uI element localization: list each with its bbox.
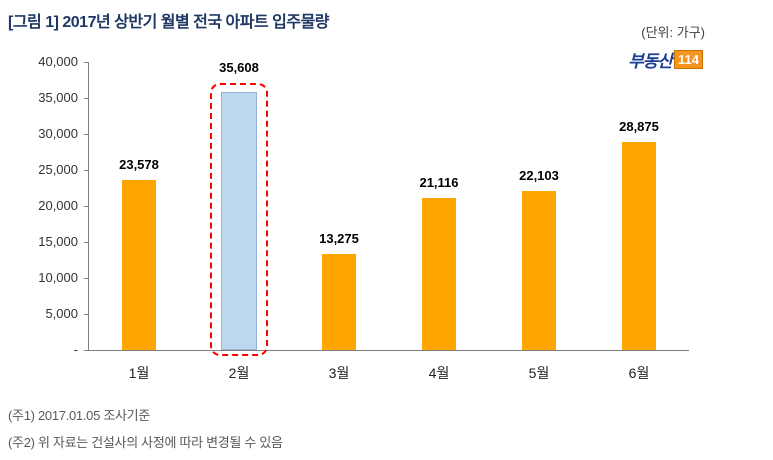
y-axis-label: 35,000 [38, 90, 78, 105]
y-axis-label: 10,000 [38, 270, 78, 285]
bar-value-label: 21,116 [419, 175, 459, 190]
unit-label: (단위: 가구) [641, 25, 705, 40]
y-axis-tick [84, 62, 88, 63]
y-axis-label: 30,000 [38, 126, 78, 141]
y-axis-label: 5,000 [45, 306, 78, 321]
y-axis-tick [84, 170, 88, 171]
y-axis-tick [84, 314, 88, 315]
x-axis-label: 6월 [628, 365, 650, 381]
x-axis-label: 3월 [328, 365, 350, 381]
y-axis-tick [84, 242, 88, 243]
logo-text: 부동산 [628, 52, 673, 71]
bar-value-label: 35,608 [219, 60, 259, 75]
page-title: [그림 1] 2017년 상반기 월별 전국 아파트 입주물량 [8, 14, 330, 31]
y-axis-tick [84, 98, 88, 99]
bar-column: 21,116 4월 [389, 62, 489, 381]
y-axis-label: 20,000 [38, 198, 78, 213]
y-axis-tick [84, 278, 88, 279]
bar-value-label: 13,275 [319, 231, 359, 246]
bar-column: 23,578 1월 [89, 62, 189, 381]
bar-value-label: 23,578 [119, 157, 159, 172]
bar-column: 22,103 5월 [489, 62, 589, 381]
y-axis-label: 25,000 [38, 162, 78, 177]
footnote-2: (주2) 위 자료는 건설사의 사정에 따라 변경될 수 있음 [8, 435, 283, 450]
budongsan114-logo: 부동산 114 [628, 47, 703, 72]
y-axis-label: - [73, 342, 78, 357]
bar [322, 254, 356, 350]
y-axis-tick [84, 206, 88, 207]
x-axis-label: 2월 [228, 365, 250, 381]
x-axis-label: 4월 [428, 365, 450, 381]
highlight-outline [210, 83, 268, 356]
bar [122, 180, 156, 350]
bar-value-label: 28,875 [619, 119, 659, 134]
x-axis-label: 5월 [528, 365, 550, 381]
y-axis-tick [84, 350, 88, 351]
y-axis-label: 40,000 [38, 54, 78, 69]
x-axis-label: 1월 [128, 365, 150, 381]
bar-highlighted [221, 92, 257, 350]
footnote-1: (주1) 2017.01.05 조사기준 [8, 408, 150, 423]
y-axis-tick [84, 134, 88, 135]
logo-badge: 114 [674, 50, 703, 69]
bar [622, 142, 656, 350]
footnotes: (주1) 2017.01.05 조사기준 (주2) 위 자료는 건설사의 사정에… [8, 402, 283, 456]
plot-area: 23,578 1월 35,608 2월 13,275 3월 21,116 4월 22,103 5월… [88, 60, 689, 381]
bar [422, 198, 456, 350]
bar-value-label: 22,103 [519, 168, 559, 183]
bar-column: 35,608 2월 [189, 60, 289, 381]
bar [522, 191, 556, 350]
bar-column: 28,875 6월 [589, 62, 689, 381]
y-axis-label: 15,000 [38, 234, 78, 249]
bar-column: 13,275 3월 [289, 62, 389, 381]
